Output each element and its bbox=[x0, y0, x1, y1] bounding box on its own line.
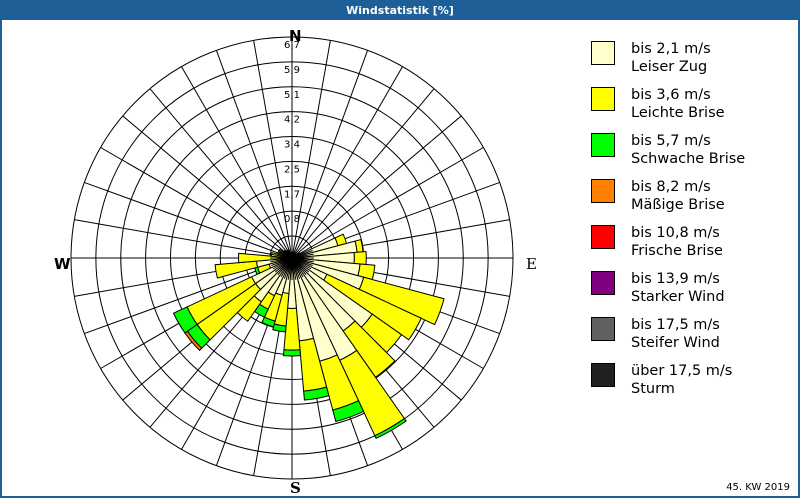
legend-item: bis 5,7 m/s Schwache Brise bbox=[589, 132, 789, 178]
legend-swatch bbox=[591, 317, 615, 341]
legend-item: bis 3,6 m/s Leichte Brise bbox=[589, 86, 789, 132]
compass-north: N bbox=[289, 27, 302, 45]
svg-text:5,1: 5,1 bbox=[284, 90, 300, 101]
legend-range: bis 3,6 m/s bbox=[631, 87, 711, 103]
week-label: 45. KW 2019 bbox=[726, 482, 790, 493]
legend-range: bis 17,5 m/s bbox=[631, 317, 720, 333]
legend-swatch bbox=[591, 271, 615, 295]
legend-item: bis 8,2 m/s Mäßige Brise bbox=[589, 178, 789, 224]
legend-label: Leiser Zug bbox=[631, 59, 708, 75]
legend-range: bis 5,7 m/s bbox=[631, 133, 711, 149]
legend-item: bis 10,8 m/s Frische Brise bbox=[589, 224, 789, 270]
legend-range: über 17,5 m/s bbox=[631, 363, 733, 379]
legend-swatch bbox=[591, 133, 615, 157]
legend-swatch bbox=[591, 87, 615, 111]
window-title: Windstatistik [%] bbox=[0, 0, 800, 20]
svg-text:5,9: 5,9 bbox=[284, 65, 300, 76]
svg-text:6,7: 6,7 bbox=[284, 40, 300, 51]
svg-text:0,8: 0,8 bbox=[284, 214, 300, 225]
legend-range: bis 2,1 m/s bbox=[631, 41, 711, 57]
compass-west: W bbox=[54, 255, 71, 273]
legend-range: bis 10,8 m/s bbox=[631, 225, 720, 241]
legend-swatch bbox=[591, 363, 615, 387]
legend-item: bis 17,5 m/s Steifer Wind bbox=[589, 316, 789, 362]
svg-text:2,5: 2,5 bbox=[284, 164, 300, 175]
svg-text:3,4: 3,4 bbox=[284, 140, 300, 151]
legend-label: Sturm bbox=[631, 381, 675, 397]
legend-range: bis 13,9 m/s bbox=[631, 271, 720, 287]
legend-label: Schwache Brise bbox=[631, 151, 746, 167]
compass-south: S bbox=[290, 479, 301, 497]
legend-label: Steifer Wind bbox=[631, 335, 720, 351]
legend-swatch bbox=[591, 41, 615, 65]
legend-label: Mäßige Brise bbox=[631, 197, 725, 213]
legend-range: bis 8,2 m/s bbox=[631, 179, 711, 195]
legend-item: über 17,5 m/s Sturm bbox=[589, 362, 789, 408]
compass-east: E bbox=[526, 255, 537, 273]
legend-label: Starker Wind bbox=[631, 289, 725, 305]
legend-label: Frische Brise bbox=[631, 243, 723, 259]
legend-label: Leichte Brise bbox=[631, 105, 725, 121]
svg-text:1,7: 1,7 bbox=[284, 189, 300, 200]
legend-item: bis 2,1 m/s Leiser Zug bbox=[589, 40, 789, 86]
legend-item: bis 13,9 m/s Starker Wind bbox=[589, 270, 789, 316]
svg-text:4,2: 4,2 bbox=[284, 115, 300, 126]
legend-swatch bbox=[591, 179, 615, 203]
legend-swatch bbox=[591, 225, 615, 249]
